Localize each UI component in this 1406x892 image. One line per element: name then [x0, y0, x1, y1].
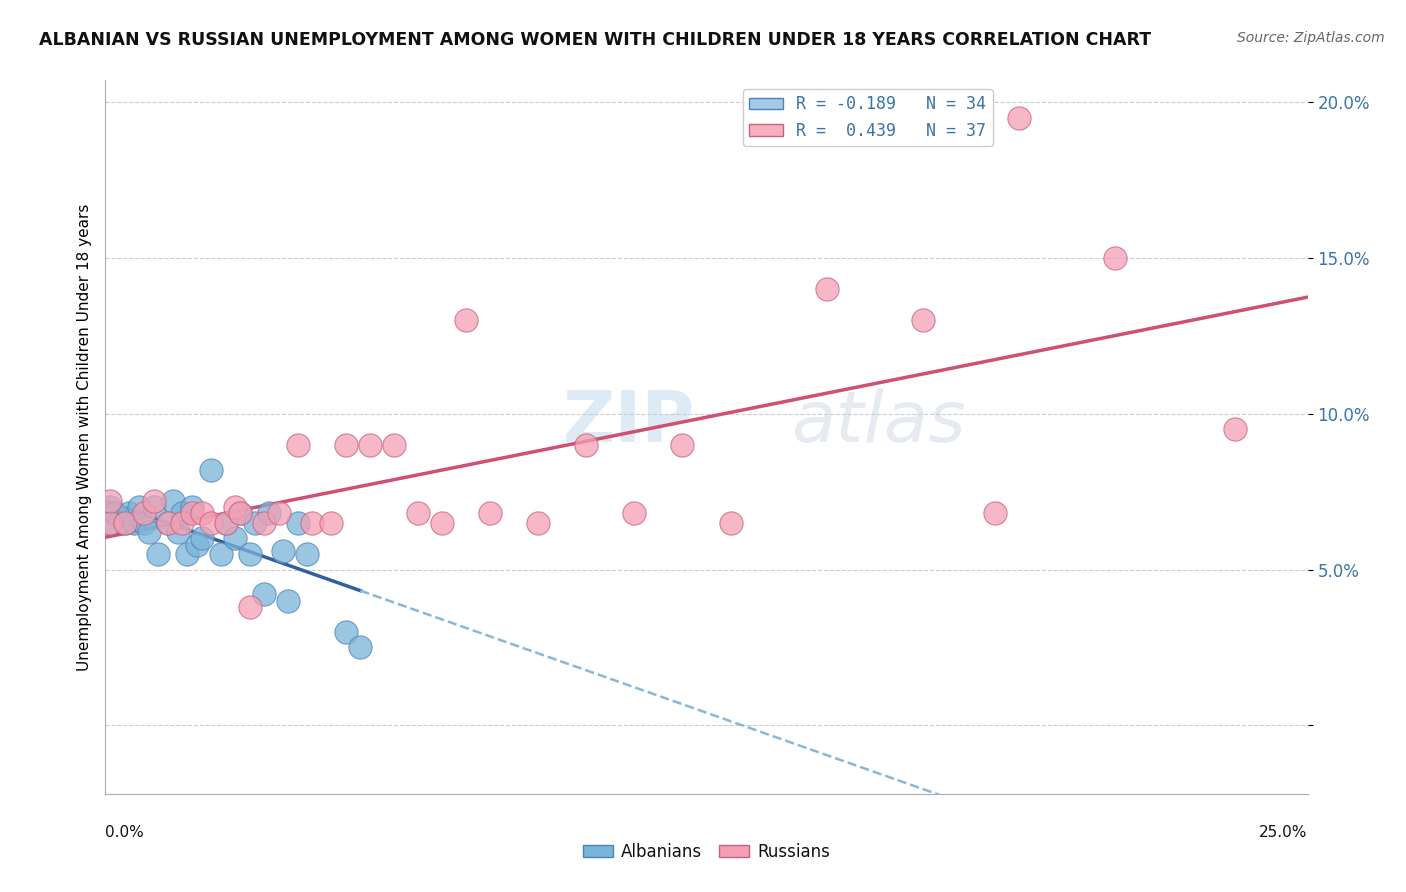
- Point: [382, 438, 405, 452]
- Point: [200, 516, 222, 530]
- Point: [239, 547, 262, 561]
- Point: [181, 507, 204, 521]
- Point: [253, 516, 276, 530]
- Point: [335, 438, 357, 452]
- Point: [287, 438, 309, 452]
- Point: [142, 500, 165, 515]
- Point: [214, 516, 236, 530]
- Point: [98, 500, 121, 515]
- Point: [321, 516, 343, 530]
- Point: [176, 547, 198, 561]
- Point: [104, 507, 127, 521]
- Point: [156, 516, 179, 530]
- Point: [297, 547, 319, 561]
- Point: [162, 494, 184, 508]
- Point: [98, 494, 121, 508]
- Text: ALBANIAN VS RUSSIAN UNEMPLOYMENT AMONG WOMEN WITH CHILDREN UNDER 18 YEARS CORREL: ALBANIAN VS RUSSIAN UNEMPLOYMENT AMONG W…: [39, 31, 1152, 49]
- Text: ZIP: ZIP: [562, 388, 695, 458]
- Y-axis label: Unemployment Among Women with Children Under 18 years: Unemployment Among Women with Children U…: [76, 203, 91, 671]
- Point: [114, 516, 136, 530]
- Point: [132, 516, 155, 530]
- Point: [287, 516, 309, 530]
- Point: [186, 538, 208, 552]
- Point: [166, 525, 188, 540]
- Point: [190, 507, 212, 521]
- Point: [229, 507, 252, 521]
- Point: [200, 463, 222, 477]
- Point: [253, 587, 276, 601]
- Legend: Albanians, Russians: Albanians, Russians: [576, 837, 837, 868]
- Point: [124, 516, 146, 530]
- Point: [98, 516, 121, 530]
- Point: [214, 516, 236, 530]
- Point: [277, 593, 299, 607]
- Point: [1225, 422, 1247, 436]
- Point: [273, 544, 295, 558]
- Point: [138, 525, 160, 540]
- Point: [349, 640, 371, 655]
- Point: [156, 516, 179, 530]
- Point: [1104, 251, 1126, 265]
- Text: atlas: atlas: [790, 388, 966, 458]
- Point: [623, 507, 645, 521]
- Text: 25.0%: 25.0%: [1260, 825, 1308, 840]
- Point: [527, 516, 550, 530]
- Text: Source: ZipAtlas.com: Source: ZipAtlas.com: [1237, 31, 1385, 45]
- Point: [911, 313, 934, 327]
- Point: [118, 507, 141, 521]
- Point: [671, 438, 693, 452]
- Point: [1008, 111, 1031, 125]
- Point: [335, 624, 357, 639]
- Point: [815, 282, 838, 296]
- Point: [479, 507, 502, 521]
- Point: [720, 516, 742, 530]
- Point: [229, 507, 252, 521]
- Point: [239, 599, 262, 614]
- Point: [190, 532, 212, 546]
- Point: [98, 516, 121, 530]
- Point: [128, 500, 150, 515]
- Point: [575, 438, 598, 452]
- Point: [172, 516, 194, 530]
- Point: [406, 507, 429, 521]
- Point: [430, 516, 453, 530]
- Point: [224, 500, 246, 515]
- Point: [984, 507, 1007, 521]
- Point: [181, 500, 204, 515]
- Point: [209, 547, 232, 561]
- Point: [267, 507, 290, 521]
- Point: [257, 507, 280, 521]
- Point: [359, 438, 381, 452]
- Point: [114, 516, 136, 530]
- Point: [301, 516, 323, 530]
- Point: [132, 507, 155, 521]
- Text: 0.0%: 0.0%: [105, 825, 145, 840]
- Point: [142, 494, 165, 508]
- Point: [148, 547, 170, 561]
- Point: [454, 313, 477, 327]
- Point: [243, 516, 266, 530]
- Point: [224, 532, 246, 546]
- Point: [172, 507, 194, 521]
